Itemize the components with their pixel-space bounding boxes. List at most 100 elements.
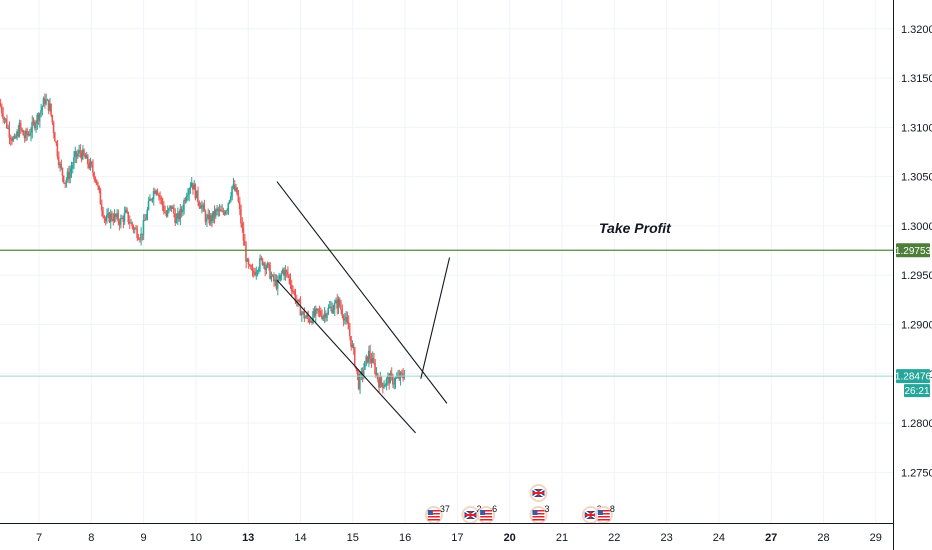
- projection-line[interactable]: [420, 257, 451, 379]
- candle-body: [322, 316, 324, 319]
- candle-body: [133, 228, 136, 230]
- candle-body: [9, 137, 12, 140]
- candle-body: [210, 215, 213, 222]
- candle-body: [364, 361, 366, 370]
- uk-flag-icon[interactable]: 2: [461, 504, 481, 524]
- candle-body: [27, 134, 29, 136]
- candle-body: [108, 213, 110, 223]
- candle-body: [8, 127, 10, 138]
- candle-body: [324, 313, 327, 319]
- candle-body: [51, 115, 54, 123]
- candle-body: [365, 356, 367, 362]
- candle-body: [223, 212, 226, 215]
- candle-body: [255, 272, 257, 276]
- y-axis-panel[interactable]: [893, 0, 932, 550]
- candle-body: [369, 350, 371, 359]
- candle-body: [151, 199, 154, 201]
- candle-body: [285, 270, 288, 272]
- candle-body: [19, 122, 22, 129]
- svg-text:1.28476: 1.28476: [895, 372, 932, 383]
- candle-body: [112, 219, 114, 222]
- candle-body: [0, 106, 3, 114]
- us-flag-icon[interactable]: 8: [594, 504, 615, 524]
- candle-body: [383, 386, 385, 388]
- us-flag-icon[interactable]: 6: [477, 504, 497, 524]
- candle-body: [204, 211, 207, 222]
- candle-body: [262, 263, 265, 265]
- candle-body: [23, 135, 26, 139]
- candle-body: [238, 201, 241, 210]
- event-count: 6: [492, 504, 497, 514]
- candle-body: [150, 199, 152, 201]
- candle-body: [354, 348, 356, 367]
- candle-body: [240, 209, 242, 224]
- candle-body: [226, 210, 228, 212]
- candle-body: [269, 264, 271, 279]
- candle-body: [310, 320, 313, 323]
- candle-body: [89, 161, 91, 168]
- channel-upper-line[interactable]: [276, 181, 448, 404]
- candle-body: [4, 118, 7, 120]
- x-tick-label: 24: [713, 532, 725, 544]
- candle-body: [104, 217, 107, 222]
- channel-lower-line[interactable]: [276, 279, 416, 434]
- candle-body: [135, 228, 137, 230]
- candle-body: [378, 379, 380, 388]
- candle-body: [261, 258, 264, 265]
- candle-body: [289, 278, 291, 286]
- candle-body: [342, 315, 345, 321]
- candle-body: [307, 315, 309, 320]
- candle-body: [147, 200, 150, 210]
- candle-body: [55, 141, 57, 144]
- candle-body: [328, 307, 331, 309]
- candle-body: [157, 194, 160, 196]
- candle-body: [86, 155, 89, 165]
- x-axis: 7 8 9 10 13 14 15 16 17 20 21 22 23 24 27 28 29: [36, 532, 882, 544]
- candle-body: [232, 184, 235, 187]
- candle-body: [345, 316, 347, 319]
- candle-body: [180, 208, 183, 213]
- candle-body: [371, 357, 374, 363]
- candle-body: [340, 306, 342, 310]
- x-tick-label: 14: [294, 532, 306, 544]
- candle-body: [0, 102, 2, 107]
- candle-body: [128, 222, 131, 224]
- candle-body: [329, 306, 332, 308]
- candle-body: [246, 259, 248, 262]
- candle-body: [224, 211, 227, 215]
- candle-body: [5, 119, 8, 129]
- candle-body: [362, 369, 365, 376]
- candle-body: [160, 198, 162, 200]
- candle-body: [132, 226, 135, 230]
- candle-body: [337, 298, 340, 309]
- x-tick-label: 13: [242, 532, 254, 544]
- uk-flag-icon[interactable]: [529, 484, 548, 502]
- candle-body: [47, 99, 50, 111]
- candle-body: [178, 213, 180, 220]
- candle-body: [38, 113, 41, 121]
- candle-body: [319, 311, 322, 316]
- candle-body: [264, 263, 266, 270]
- candle-body: [78, 150, 80, 154]
- plot-area[interactable]: [0, 0, 893, 523]
- candle-body: [298, 299, 300, 302]
- candle-body: [185, 196, 188, 202]
- event-count: 37: [440, 504, 450, 514]
- candle-body: [141, 233, 143, 235]
- candle-body: [46, 99, 48, 101]
- candle-body: [374, 363, 376, 375]
- candle-body: [351, 344, 353, 347]
- candle-body: [111, 213, 113, 220]
- candle-body: [288, 275, 290, 279]
- candle-body: [245, 245, 247, 262]
- candle-body: [28, 134, 31, 136]
- candle-body: [222, 210, 224, 213]
- candle-body: [229, 196, 232, 201]
- candle-series: [0, 93, 405, 394]
- candle-body: [154, 191, 156, 194]
- candle-body: [52, 122, 55, 134]
- candle-body: [70, 168, 73, 172]
- candle-body: [227, 203, 229, 211]
- us-flag-icon[interactable]: 3: [529, 504, 549, 524]
